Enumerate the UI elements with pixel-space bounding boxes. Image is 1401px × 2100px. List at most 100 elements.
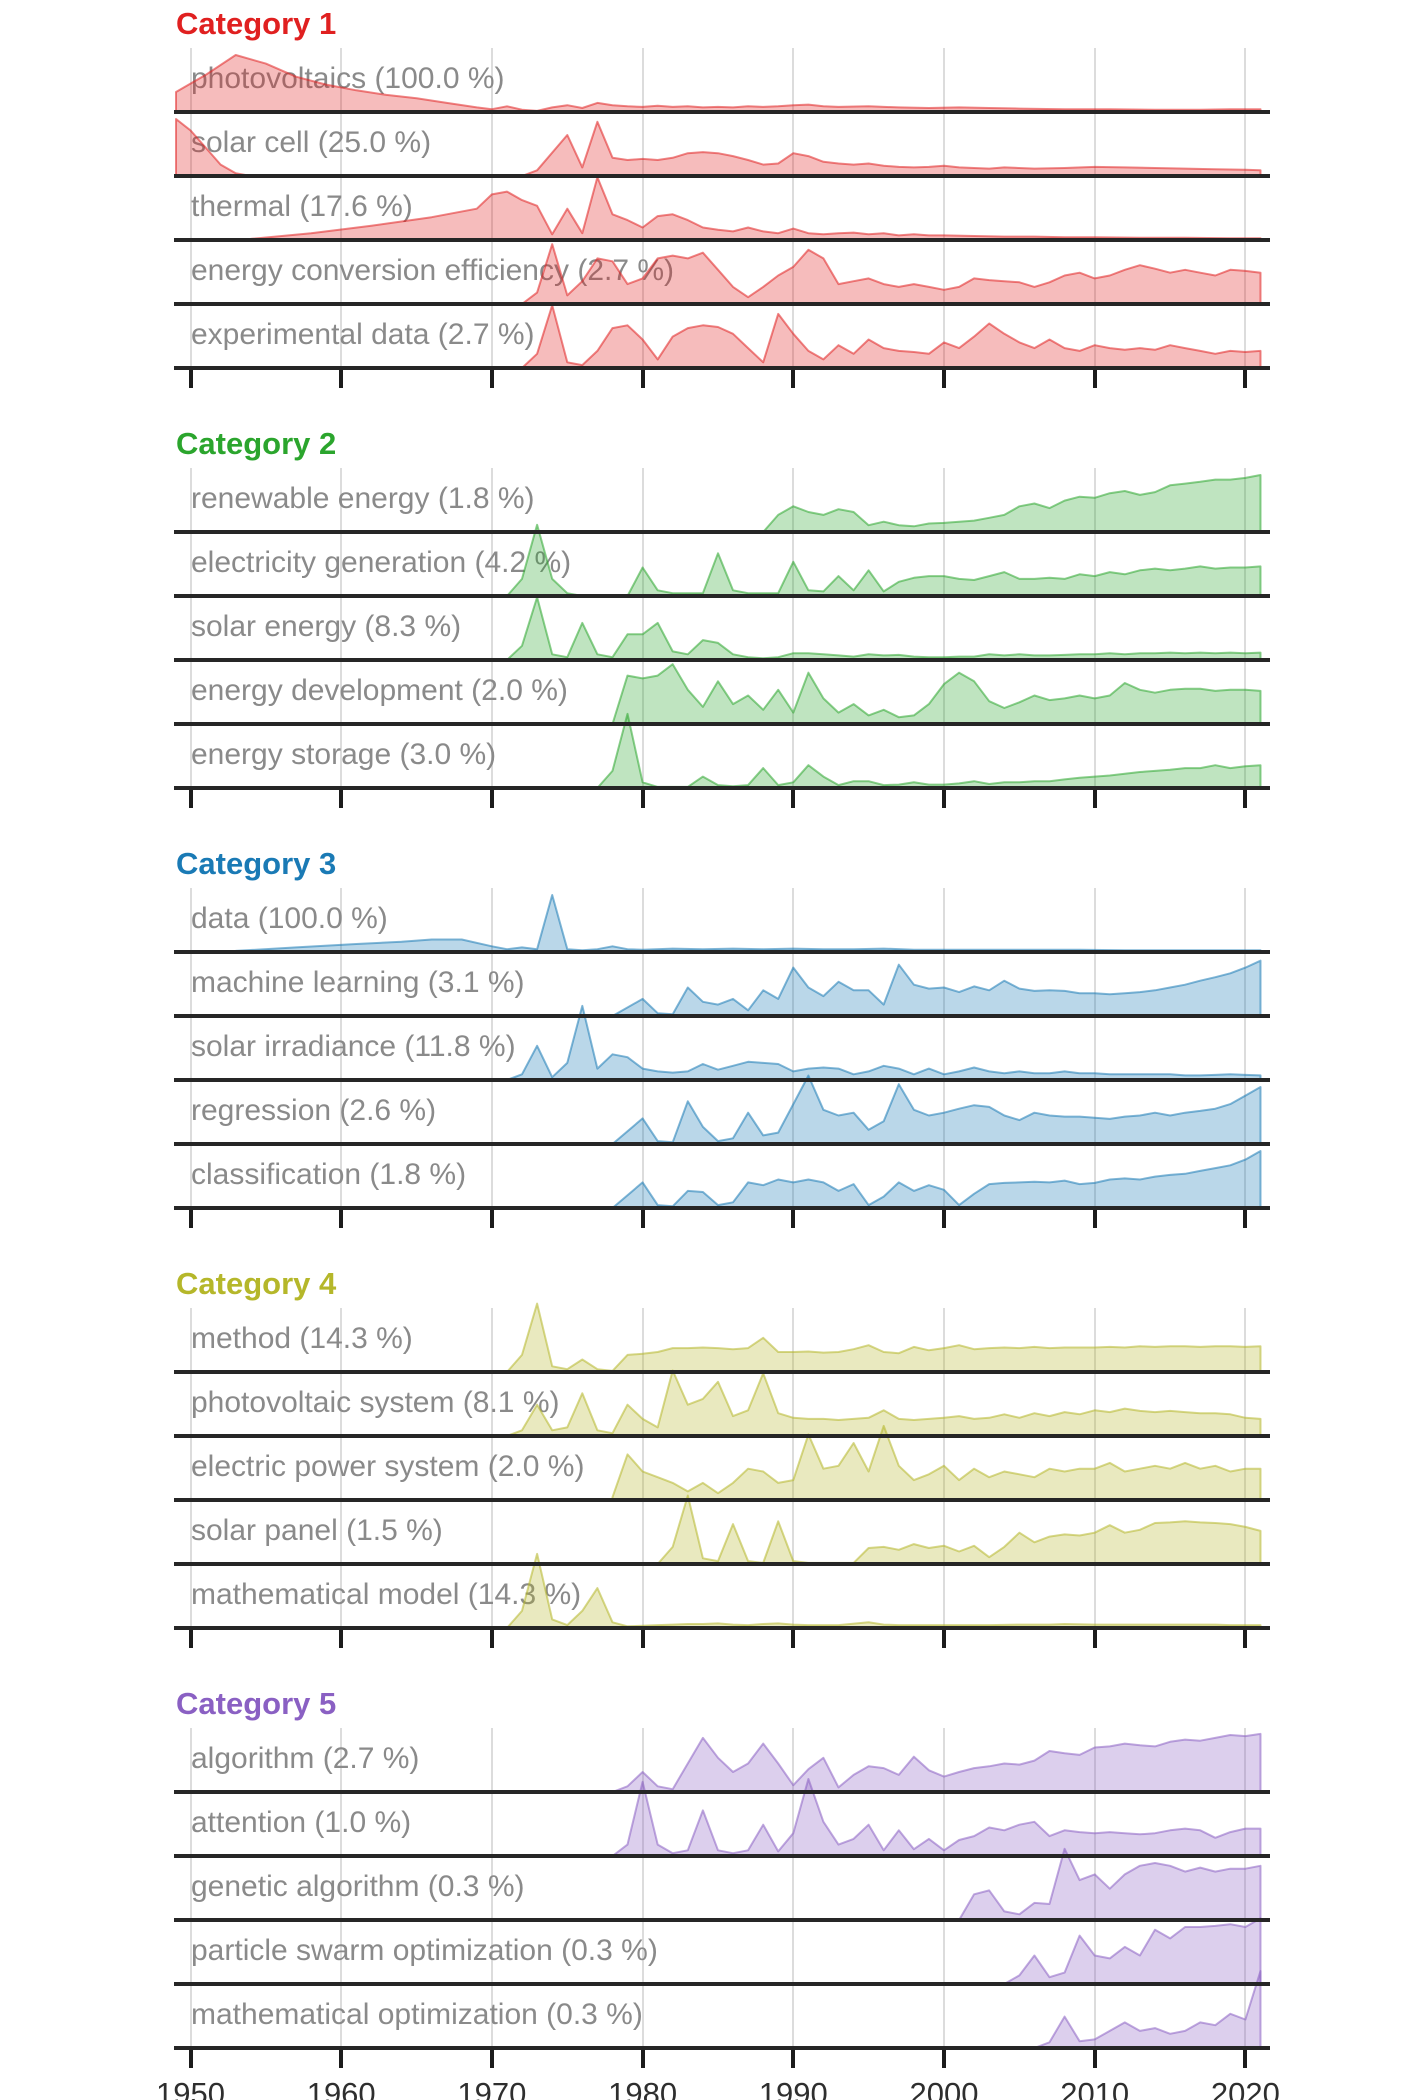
decade-gridline [1244, 1728, 1247, 2048]
axis-tick [188, 2050, 193, 2068]
keyword-label: thermal (17.6 %) [191, 190, 413, 223]
category-block: Category 5 algorithm (2.7 %) attention (1.… [0, 1680, 1401, 2100]
row-baseline [174, 950, 1270, 954]
row-baseline [174, 594, 1270, 598]
row-baseline [174, 658, 1270, 662]
keyword-label: electricity generation (4.2 %) [191, 546, 572, 579]
decade-gridline [1244, 468, 1247, 788]
axis-tick [188, 1210, 193, 1228]
axis-tick [942, 2050, 946, 2068]
axis-tick [1243, 2050, 1248, 2068]
category-title: Category 4 [176, 1266, 337, 1301]
axis-tick [489, 1210, 494, 1228]
axis-year-label: 1990 [758, 2076, 828, 2100]
area-series [1003, 1917, 1262, 1985]
area-chart-svg [506, 474, 1262, 789]
decade-gridline [189, 1308, 192, 1628]
keyword-label: solar irradiance (11.8 %) [191, 1030, 516, 1063]
decade-gridline [1093, 1728, 1096, 2048]
area-series [521, 304, 1262, 369]
keyword-label: classification (1.8 %) [191, 1158, 467, 1191]
axis-tick [1092, 1630, 1097, 1648]
row-baseline [174, 722, 1270, 726]
axis-tick [791, 370, 796, 388]
keyword-label: experimental data (2.7 %) [191, 318, 535, 351]
area-series [1033, 1970, 1262, 2049]
area-series [611, 1778, 1262, 1857]
decade-gridline [943, 1308, 945, 1628]
keyword-label: energy development (2.0 %) [191, 674, 568, 707]
area-series [611, 1732, 1262, 1793]
area-series [175, 54, 1262, 113]
keyword-label: mathematical model (14.3 %) [191, 1578, 582, 1611]
area-chart-svg [234, 894, 1262, 1209]
decade-gridline [490, 1308, 493, 1628]
keyword-label: method (14.3 %) [191, 1322, 413, 1355]
area-series [596, 712, 1262, 789]
area-series [506, 1552, 1262, 1629]
decade-gridline [1244, 48, 1247, 368]
keyword-label: energy conversion efficiency (2.7 %) [191, 254, 675, 287]
decade-gridline [340, 48, 343, 368]
axis-tick [1092, 2050, 1097, 2068]
axis-tick [489, 1630, 494, 1648]
axis-tick [339, 370, 344, 388]
category-title: Category 1 [176, 6, 337, 41]
axis-tick [339, 1630, 344, 1648]
axis-tick [640, 2050, 645, 2068]
decade-gridline [340, 888, 343, 1208]
area-series [611, 1074, 1262, 1145]
category-block: Category 3 data (100.0 %) machine learning… [0, 840, 1401, 1260]
category-block: Category 1 photovoltaics (100.0 %) solar c… [0, 0, 1401, 420]
axis-tick [489, 370, 494, 388]
axis-tick [1243, 790, 1248, 808]
area-series [611, 959, 1262, 1017]
decade-gridline [641, 1728, 644, 2048]
keyword-label: photovoltaic system (8.1 %) [191, 1386, 560, 1419]
keyword-label: algorithm (2.7 %) [191, 1742, 420, 1775]
row-baseline [174, 1014, 1270, 1018]
decade-gridline [1093, 48, 1096, 368]
row-baseline [174, 1562, 1270, 1566]
row-baseline [174, 1982, 1270, 1986]
row-baseline [174, 1498, 1270, 1502]
keyword-label: regression (2.6 %) [191, 1094, 437, 1127]
area-series [506, 1369, 1262, 1437]
axis-tick [942, 370, 946, 388]
axis-tick [1243, 1630, 1248, 1648]
decade-gridline [641, 468, 644, 788]
axis-tick [791, 2050, 796, 2068]
axis-tick [640, 370, 645, 388]
decade-gridline [943, 48, 945, 368]
area-series [506, 596, 1262, 661]
keyword-label: mathematical optimization (0.3 %) [191, 1998, 643, 2031]
axis-year-label: 2020 [1210, 2076, 1280, 2100]
axis-tick [489, 790, 494, 808]
decade-gridline [792, 468, 795, 788]
decade-gridline [792, 888, 795, 1208]
axis-tick [1243, 370, 1248, 388]
decade-gridline [490, 468, 493, 788]
keyword-label: solar panel (1.5 %) [191, 1514, 443, 1547]
axis-tick [188, 790, 193, 808]
keyword-label: energy storage (3.0 %) [191, 738, 497, 771]
decade-gridline [490, 888, 493, 1208]
keyword-label: genetic algorithm (0.3 %) [191, 1870, 525, 1903]
axis-year-label: 2000 [909, 2076, 979, 2100]
keyword-label: electric power system (2.0 %) [191, 1450, 585, 1483]
axis-year-label: 1980 [608, 2076, 678, 2100]
area-chart-svg [611, 1732, 1262, 2049]
row-baseline [174, 1854, 1270, 1858]
row-baseline [174, 1918, 1270, 1922]
decade-gridline [792, 1308, 795, 1628]
axis-tick [339, 2050, 344, 2068]
axis-tick [1243, 1210, 1248, 1228]
row-baseline [174, 1206, 1270, 1210]
axis-tick [339, 1210, 344, 1228]
decade-gridline [1244, 888, 1247, 1208]
area-series [611, 1150, 1262, 1209]
area-series [762, 474, 1262, 533]
row-baseline [174, 1434, 1270, 1438]
category-title: Category 5 [176, 1686, 337, 1721]
keyword-label: solar cell (25.0 %) [191, 126, 432, 159]
